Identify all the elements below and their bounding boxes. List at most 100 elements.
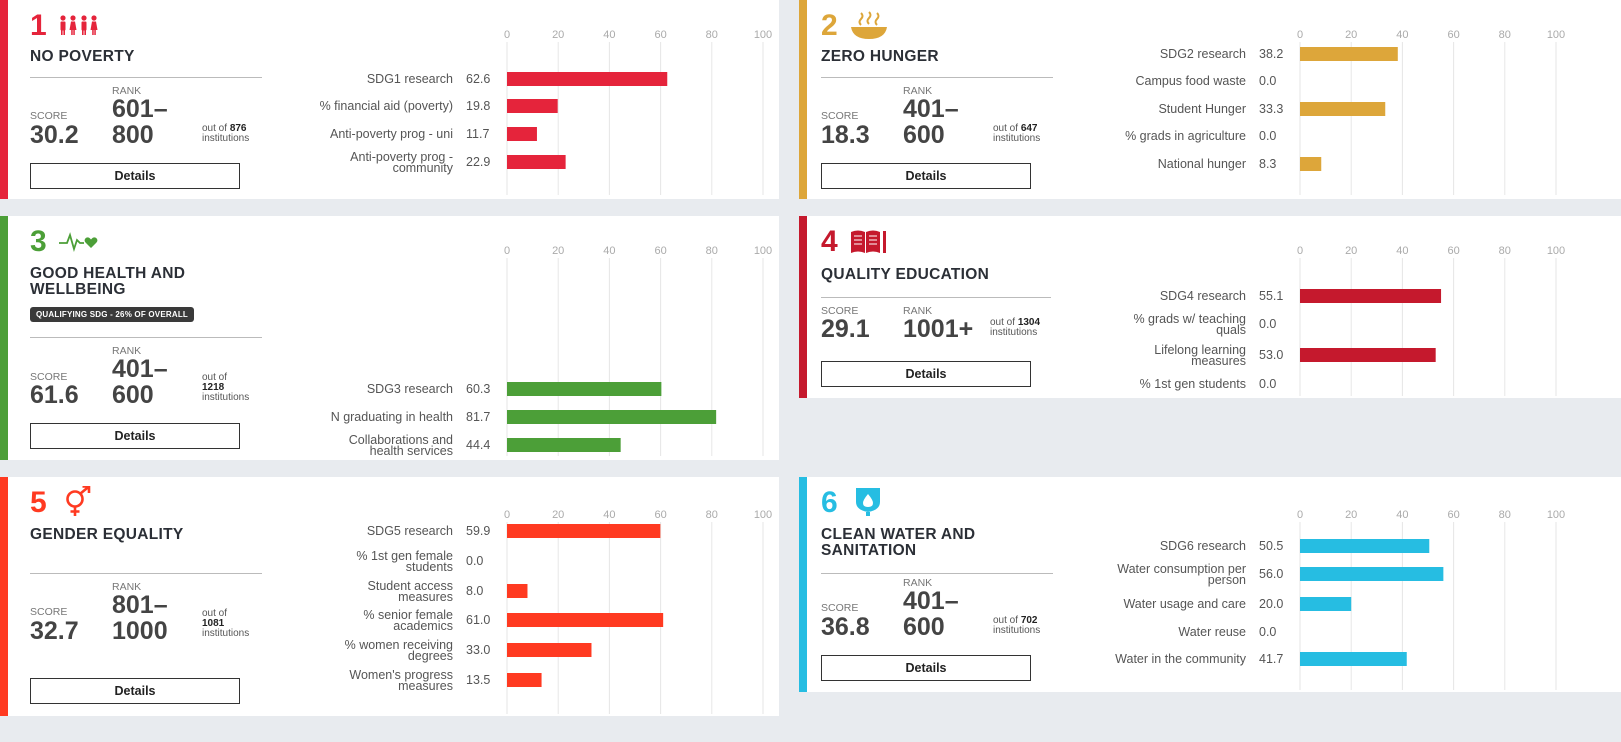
score-value: 18.3 bbox=[821, 121, 870, 149]
sdg-number: 5 bbox=[30, 486, 47, 519]
data-label: 38.2 bbox=[1259, 47, 1283, 61]
out-of-institutions: out of 876 institutions bbox=[202, 123, 250, 144]
bar bbox=[1300, 47, 1398, 61]
data-label: 0.0 bbox=[1259, 377, 1276, 391]
category-label: % grads in agriculture bbox=[1125, 129, 1246, 143]
x-tick-label: 40 bbox=[1396, 509, 1408, 521]
x-tick-label: 40 bbox=[603, 245, 615, 257]
rank-label: RANK bbox=[112, 85, 142, 97]
sdg-card-2: 2 ZERO HUNGER SCORE 18.3 RANK 401– 600 o… bbox=[799, 0, 1621, 199]
data-label: 61.0 bbox=[466, 613, 490, 627]
data-label: 81.7 bbox=[466, 410, 490, 424]
score-label: SCORE bbox=[821, 305, 859, 317]
category-label: Student Hunger bbox=[1158, 102, 1246, 116]
card-color-stripe bbox=[799, 0, 807, 199]
category-label: Water usage and care bbox=[1123, 597, 1246, 611]
data-label: 50.5 bbox=[1259, 539, 1283, 553]
category-label: % senior female academics bbox=[363, 608, 453, 633]
out-of-institutions: out of 647 institutions bbox=[993, 123, 1041, 144]
book-icon bbox=[849, 226, 889, 256]
data-label: 0.0 bbox=[1259, 74, 1276, 88]
data-label: 59.9 bbox=[466, 524, 490, 538]
x-tick-label: 0 bbox=[1297, 245, 1303, 257]
category-label: N graduating in health bbox=[331, 410, 453, 424]
bar bbox=[507, 155, 566, 169]
x-tick-label: 80 bbox=[1499, 29, 1511, 41]
bar bbox=[507, 613, 664, 627]
data-label: 44.4 bbox=[466, 438, 490, 452]
bar bbox=[1300, 157, 1322, 171]
data-label: 55.1 bbox=[1259, 289, 1283, 303]
card-color-stripe bbox=[799, 216, 807, 398]
bar bbox=[1300, 652, 1407, 666]
score-value: 36.8 bbox=[821, 613, 870, 641]
score-value: 61.6 bbox=[30, 381, 79, 409]
x-tick-label: 80 bbox=[1499, 509, 1511, 521]
details-button[interactable]: Details bbox=[30, 163, 240, 189]
rank-label: RANK bbox=[903, 85, 933, 97]
x-tick-label: 40 bbox=[603, 509, 615, 521]
sdg-title: GOOD HEALTH AND WELLBEING bbox=[30, 265, 186, 298]
x-tick-label: 0 bbox=[504, 509, 510, 521]
category-label: % 1st gen students bbox=[1140, 377, 1246, 391]
details-button[interactable]: Details bbox=[30, 678, 240, 704]
category-label: Campus food waste bbox=[1136, 74, 1247, 88]
category-label: % 1st gen female students bbox=[356, 549, 453, 574]
category-label: SDG1 research bbox=[367, 72, 453, 86]
x-tick-label: 40 bbox=[603, 29, 615, 41]
bar bbox=[507, 584, 528, 598]
water-drop-icon bbox=[853, 487, 883, 517]
category-label: Water in the community bbox=[1115, 652, 1247, 666]
details-button[interactable]: Details bbox=[821, 655, 1031, 681]
rank-value: 401– 600 bbox=[903, 587, 959, 641]
bar bbox=[1300, 348, 1436, 362]
data-label: 0.0 bbox=[1259, 317, 1276, 331]
rank-value: 401– 600 bbox=[112, 355, 168, 409]
data-label: 8.3 bbox=[1259, 157, 1276, 171]
category-label: % women receiving degrees bbox=[345, 638, 453, 663]
sdg1-bar-chart: 0 20 40 60 80 100 SDG1 research 62.6 % financial… bbox=[320, 29, 772, 195]
category-label: % financial aid (poverty) bbox=[320, 99, 453, 113]
sdg-title: NO POVERTY bbox=[30, 48, 135, 65]
x-tick-label: 0 bbox=[1297, 29, 1303, 41]
x-tick-label: 20 bbox=[1345, 509, 1357, 521]
heartbeat-icon bbox=[58, 226, 98, 256]
food-bowl-icon bbox=[849, 10, 889, 40]
x-tick-label: 60 bbox=[654, 509, 666, 521]
category-label: SDG6 research bbox=[1160, 539, 1246, 553]
category-label: National hunger bbox=[1158, 157, 1246, 171]
sdg-number: 2 bbox=[821, 9, 838, 42]
score-value: 30.2 bbox=[30, 121, 79, 149]
divider bbox=[821, 573, 1053, 574]
sdg-card-4: 4 QUALITY EDUCATION SCORE 29.1 RANK 1001… bbox=[799, 216, 1621, 398]
x-tick-label: 0 bbox=[1297, 509, 1303, 521]
data-label: 62.6 bbox=[466, 72, 490, 86]
rank-label: RANK bbox=[112, 345, 142, 357]
sdg-title: GENDER EQUALITY bbox=[30, 526, 184, 543]
sdg-title: CLEAN WATER AND SANITATION bbox=[821, 526, 976, 559]
rank-label: RANK bbox=[112, 581, 142, 593]
sdg3-bar-chart: 0 20 40 60 80 100 SDG3 research 60.3 N graduatin… bbox=[331, 245, 772, 458]
out-of-institutions: out of 1218 institutions bbox=[202, 372, 250, 403]
divider bbox=[821, 297, 1051, 298]
sdg2-bar-chart: 0 20 40 60 80 100 SDG2 research 38.2 Campus food… bbox=[1125, 29, 1565, 195]
data-label: 60.3 bbox=[466, 382, 490, 396]
details-button[interactable]: Details bbox=[30, 423, 240, 449]
data-label: 13.5 bbox=[466, 673, 490, 687]
x-tick-label: 80 bbox=[706, 509, 718, 521]
category-label: Anti-poverty prog - uni bbox=[330, 127, 453, 141]
divider bbox=[821, 77, 1053, 78]
x-tick-label: 60 bbox=[1447, 509, 1459, 521]
rank-label: RANK bbox=[903, 305, 933, 317]
score-label: SCORE bbox=[30, 371, 68, 383]
category-label: SDG2 research bbox=[1160, 47, 1246, 61]
qualifying-sdg-badge: QUALIFYING SDG - 26% OF OVERALL bbox=[30, 307, 194, 322]
sdg-number: 3 bbox=[30, 225, 47, 258]
x-tick-label: 60 bbox=[1447, 29, 1459, 41]
details-button[interactable]: Details bbox=[821, 361, 1031, 387]
category-label: Anti-poverty prog -community bbox=[350, 150, 454, 175]
x-tick-label: 100 bbox=[754, 509, 772, 521]
bar bbox=[1300, 289, 1442, 303]
details-button[interactable]: Details bbox=[821, 163, 1031, 189]
bar bbox=[507, 673, 542, 687]
